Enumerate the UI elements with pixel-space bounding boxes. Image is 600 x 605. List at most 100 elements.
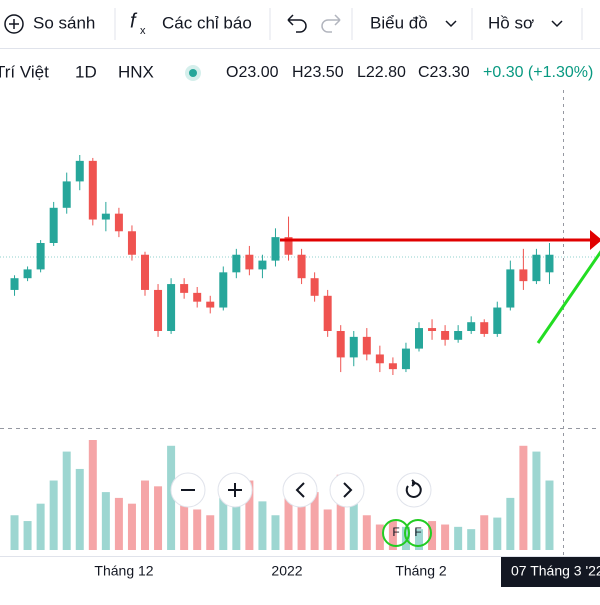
- volume-bar: [284, 486, 293, 550]
- indicators-button[interactable]: f x Các chỉ báo: [130, 10, 252, 37]
- chart-button[interactable]: Biểu đồ: [370, 13, 457, 32]
- volume-bar: [127, 503, 136, 550]
- candle-body: [75, 160, 84, 182]
- volume-bar: [232, 506, 241, 550]
- compare-button[interactable]: So sánh: [4, 13, 95, 34]
- indicators-label: Các chỉ báo: [162, 13, 252, 32]
- volume-bar: [101, 492, 110, 550]
- change: +0.30 (+1.30%): [483, 64, 593, 81]
- volume-bar: [467, 529, 476, 550]
- reset-icon: [405, 479, 422, 498]
- fx-icon: f: [130, 10, 138, 32]
- undo-icon[interactable]: [287, 14, 307, 33]
- volume-pane: [10, 440, 554, 550]
- plus-icon: [4, 14, 24, 34]
- chevron-right: [343, 482, 353, 498]
- scroll-right[interactable]: [329, 472, 365, 508]
- event-marker[interactable]: [382, 519, 410, 547]
- candle-body: [232, 254, 241, 273]
- event-label: F: [392, 525, 399, 539]
- open: O23.00: [226, 64, 279, 81]
- volume-bar: [219, 497, 228, 550]
- candle-body: [219, 272, 228, 308]
- volume-bar: [454, 526, 463, 550]
- volume-bar: [114, 497, 123, 550]
- candle-body: [375, 354, 384, 364]
- candle-body: [10, 278, 19, 290]
- event-label: F: [414, 525, 421, 539]
- time-axis: [0, 556, 600, 600]
- volume-bar: [206, 515, 215, 550]
- volume-bar: [493, 517, 502, 550]
- symbol: Trí Việt: [0, 62, 49, 81]
- chart-label: Biểu đồ: [370, 13, 428, 32]
- profile-button[interactable]: Hồ sơ: [488, 13, 563, 32]
- volume-bar: [362, 515, 371, 550]
- candle-body: [545, 254, 554, 273]
- toolbar: [0, 0, 600, 48]
- volume-bar: [336, 474, 345, 550]
- candle-body: [506, 269, 515, 308]
- chevron: [551, 20, 563, 28]
- volume-bar: [141, 480, 149, 550]
- candle-body: [245, 254, 254, 270]
- candle-body: [532, 254, 541, 282]
- candle-body: [114, 213, 123, 232]
- volume-bar: [506, 497, 515, 550]
- cursor-date: 07 Tháng 3 '22: [511, 563, 600, 579]
- candle-body: [441, 331, 450, 340]
- volume-bar: [310, 492, 319, 550]
- volume-bar: [258, 501, 267, 550]
- candle-body: [88, 160, 97, 220]
- volume-bar: [519, 445, 528, 550]
- high: H23.50: [292, 64, 344, 81]
- event-marker[interactable]: [404, 519, 432, 547]
- scroll-left[interactable]: [282, 472, 318, 508]
- legend: Trí Việt 1D HNX O23.00 H23.50 L22.80 C23…: [0, 62, 593, 81]
- candle-body: [297, 254, 306, 279]
- candle-body: [493, 307, 502, 334]
- reset[interactable]: [396, 472, 432, 508]
- candle-body: [467, 322, 476, 331]
- events: F F: [382, 519, 432, 547]
- plus-icon: [9, 19, 19, 29]
- interval: 1D: [75, 62, 97, 81]
- volume-bar: [349, 503, 358, 550]
- candle-body: [388, 363, 397, 370]
- price-pane: [10, 155, 554, 375]
- candle-body: [49, 207, 58, 243]
- volume-bar: [441, 524, 450, 550]
- volume-bar: [271, 515, 280, 550]
- candle-body: [519, 269, 528, 282]
- low: L22.80: [357, 64, 406, 81]
- fx-icon: x: [140, 25, 146, 37]
- candle-body: [480, 322, 489, 334]
- candle-body: [415, 328, 423, 349]
- status-dot: [189, 69, 197, 77]
- exchange: HNX: [118, 62, 154, 81]
- candle-body: [401, 348, 410, 370]
- volume-bar: [480, 515, 489, 550]
- trend-line: [536, 250, 600, 344]
- time-label: Tháng 2: [395, 563, 447, 579]
- volume-bar: [10, 515, 19, 550]
- time-label: 2022: [271, 563, 302, 579]
- volume-bar: [75, 468, 84, 550]
- zoom-controls: [170, 472, 432, 508]
- volume-bar: [36, 503, 45, 550]
- candle-body: [154, 289, 163, 331]
- profile-label: Hồ sơ: [488, 13, 534, 32]
- candle-body: [36, 243, 45, 270]
- candle-body: [23, 269, 32, 279]
- volume-bar: [167, 445, 176, 550]
- candle-body: [101, 213, 110, 220]
- candle-body: [349, 336, 358, 358]
- candle-body: [141, 254, 149, 290]
- compare-label: So sánh: [33, 13, 95, 32]
- redo-icon[interactable]: [321, 14, 341, 33]
- volume-bar: [375, 524, 384, 550]
- volume-bar: [23, 521, 32, 550]
- candle-body: [193, 292, 202, 302]
- volume-bar: [388, 521, 397, 550]
